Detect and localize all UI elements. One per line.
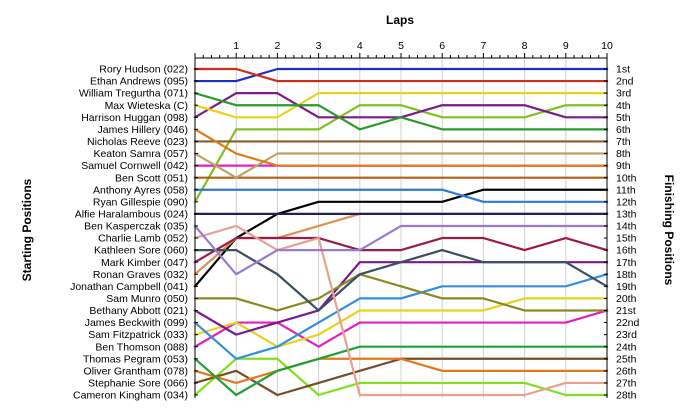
series-line bbox=[193, 273, 609, 312]
lap-tick-label: 7 bbox=[480, 40, 486, 52]
starting-position-label: Charlie Lamb (052) bbox=[98, 233, 188, 245]
series-line bbox=[193, 357, 609, 385]
lap-tick-label: 9 bbox=[563, 40, 569, 52]
series-line bbox=[193, 345, 609, 397]
starting-position-label: Rory Hudson (022) bbox=[99, 64, 188, 76]
series-line bbox=[193, 297, 609, 348]
finishing-position-label: 14th bbox=[616, 221, 637, 233]
starting-position-label: Sam Fitzpatrick (033) bbox=[88, 329, 188, 341]
series-line bbox=[193, 309, 609, 349]
finishing-position-label: 9th bbox=[616, 160, 631, 172]
finishing-position-label: 24th bbox=[616, 341, 637, 353]
starting-position-label: Oliver Grantham (078) bbox=[84, 365, 188, 377]
lap-tick-label: 4 bbox=[357, 40, 363, 52]
finishing-position-label: 17th bbox=[616, 257, 637, 269]
series-line bbox=[193, 236, 609, 264]
finishing-position-label: 8th bbox=[616, 148, 631, 160]
series-line bbox=[193, 249, 609, 312]
lap-tick-label: 6 bbox=[439, 40, 445, 52]
finishing-position-label: 5th bbox=[616, 112, 631, 124]
finishing-position-label: 2nd bbox=[616, 76, 634, 88]
starting-position-label: James Beckwith (099) bbox=[85, 317, 188, 329]
starting-position-label: Stephanie Sore (066) bbox=[88, 378, 188, 390]
starting-position-label: Ben Scott (051) bbox=[115, 172, 188, 184]
series-line bbox=[193, 127, 609, 167]
finishing-position-label: 12th bbox=[616, 196, 637, 208]
starting-position-label: Keaton Samra (057) bbox=[93, 148, 188, 160]
lap-tick-label: 8 bbox=[522, 40, 528, 52]
y-axis-right-label: Finishing Positions bbox=[662, 175, 676, 286]
starting-position-label: William Tregurtha (071) bbox=[79, 88, 188, 100]
lap-tick-label: 3 bbox=[316, 40, 322, 52]
series-line bbox=[193, 224, 609, 397]
starting-position-label: Anthony Ayres (058) bbox=[93, 184, 188, 196]
finishing-position-label: 4th bbox=[616, 100, 631, 112]
starting-position-label: Mark Kimber (047) bbox=[101, 257, 188, 269]
lap-tick-label: 1 bbox=[233, 40, 239, 52]
finishing-position-label: 10th bbox=[616, 172, 637, 184]
finishing-position-label: 16th bbox=[616, 245, 637, 257]
chart-title: Laps bbox=[386, 13, 414, 27]
series-line bbox=[193, 67, 609, 83]
finishing-position-label: 20th bbox=[616, 293, 637, 305]
finishing-position-label: 23rd bbox=[616, 329, 637, 341]
starting-position-label: Nicholas Reeve (023) bbox=[87, 136, 188, 148]
starting-position-label: Ben Kasperczak (035) bbox=[84, 221, 188, 233]
finishing-position-label: 22nd bbox=[616, 317, 640, 329]
finishing-position-label: 28th bbox=[616, 390, 637, 402]
starting-position-label: Ronan Graves (032) bbox=[93, 269, 188, 281]
starting-position-label: Kathleen Sore (060) bbox=[94, 245, 188, 257]
lap-tick-label: 5 bbox=[398, 40, 404, 52]
series-line bbox=[193, 104, 609, 204]
starting-position-label: Bethany Abbott (021) bbox=[89, 305, 188, 317]
series-line bbox=[193, 272, 609, 360]
finishing-position-label: 13th bbox=[616, 208, 637, 220]
starting-position-label: James Hillery (046) bbox=[98, 124, 188, 136]
series-line bbox=[193, 67, 609, 83]
series-line bbox=[193, 92, 609, 119]
starting-position-label: Ryan Gillespie (090) bbox=[93, 196, 188, 208]
series-line bbox=[193, 357, 609, 397]
series-line bbox=[193, 188, 609, 203]
finishing-position-label: 1st bbox=[616, 64, 630, 76]
starting-position-label: Samuel Cornwell (042) bbox=[81, 160, 188, 172]
starting-position-label: Alfie Haralambous (024) bbox=[75, 208, 188, 220]
labels: 1 2 3 4 5 6 7 8 9 10 Rory Hudson (022)Ethan Andrew… bbox=[70, 40, 639, 402]
finishing-position-label: 21st bbox=[616, 305, 636, 317]
finishing-position-label: 7th bbox=[616, 136, 631, 148]
starting-position-label: Max Wieteska (C) bbox=[105, 100, 188, 112]
starting-position-label: Ethan Andrews (095) bbox=[90, 76, 188, 88]
finishing-position-label: 27th bbox=[616, 378, 637, 390]
finishing-position-label: 26th bbox=[616, 365, 637, 377]
series-line bbox=[193, 224, 609, 276]
finishing-position-label: 3rd bbox=[616, 88, 631, 100]
series-line bbox=[193, 91, 609, 131]
finishing-position-label: 19th bbox=[616, 281, 637, 293]
finishing-position-label: 15th bbox=[616, 233, 637, 245]
finishing-position-label: 11th bbox=[616, 184, 636, 196]
finishing-position-label: 18th bbox=[616, 269, 637, 281]
finishing-position-label: 6th bbox=[616, 124, 631, 136]
lap-tick-label: 10 bbox=[601, 40, 613, 52]
starting-position-label: Thomas Pegram (053) bbox=[83, 353, 188, 365]
starting-position-label: Sam Munro (050) bbox=[106, 293, 188, 305]
series-line bbox=[193, 188, 609, 288]
finishing-position-label: 25th bbox=[616, 353, 637, 365]
series-lines bbox=[193, 67, 609, 397]
starting-position-label: Jonathan Campbell (041) bbox=[70, 281, 188, 293]
starting-position-label: Ben Thomson (088) bbox=[95, 341, 188, 353]
lap-tick-label: 2 bbox=[274, 40, 280, 52]
y-axis-left-label: Starting Positions bbox=[20, 178, 34, 281]
starting-position-label: Cameron Kingham (034) bbox=[73, 390, 188, 402]
starting-position-label: Harrison Huggan (098) bbox=[81, 112, 188, 124]
axes bbox=[194, 53, 608, 398]
